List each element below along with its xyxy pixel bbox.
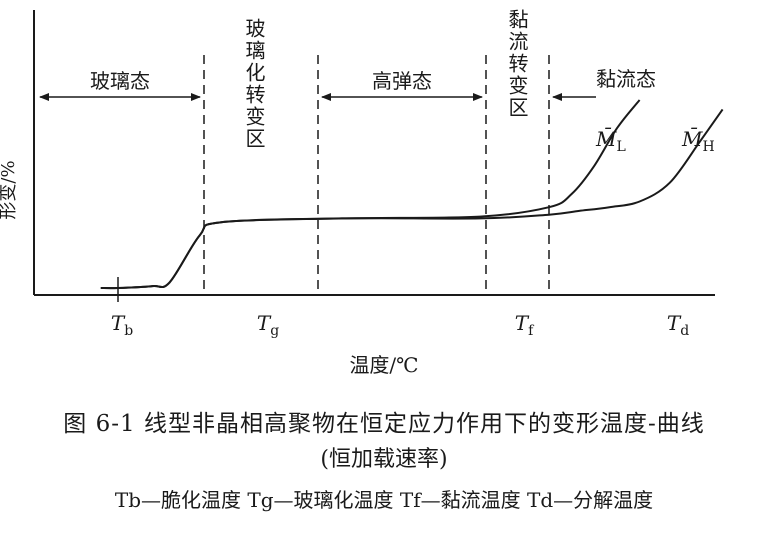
tick-label-tf: Tf (515, 311, 535, 339)
region-label-viscous-flow: 黏流态 (596, 67, 656, 91)
y-axis-label: 形变/% (0, 160, 19, 219)
tick-label-tb: Tb (111, 311, 133, 339)
figure-subcaption: (恒加载速率) (320, 447, 448, 472)
region-label-glass-transition: 玻璃化转变区 (242, 18, 266, 150)
series-label-high-mw: M̄H (681, 126, 715, 155)
region-annotations: 玻璃态 玻璃化转变区 高弹态 黏流转变区黏流态 (39, 9, 656, 150)
curve-low-mw (100, 99, 641, 290)
curve-high-mw (100, 108, 724, 290)
x-ticks: Tb Tg Tf Td (111, 277, 689, 339)
axis-labels: 温度/℃ 形变/% (0, 160, 419, 377)
region-label-viscous-transition: 黏流转变区 (505, 9, 529, 119)
region-label-high-elastic: 高弹态 (372, 69, 432, 93)
region-label-glassy: 玻璃态 (90, 69, 150, 93)
x-axis-label: 温度/℃ (349, 353, 418, 377)
series-label-low-mw: M̄L (595, 126, 626, 155)
tick-label-td: Td (667, 311, 689, 339)
region-dividers (203, 55, 550, 295)
temperature-legend: Tb—脆化温度 Tg—玻璃化温度 Tf—黏流温度 Td—分解温度 (114, 488, 654, 512)
figure-caption: 图 6-1 线型非晶相高聚物在恒定应力作用下的变形温度-曲线 (63, 411, 705, 437)
curves: M̄L M̄H (100, 99, 724, 290)
chart-axes (33, 10, 715, 296)
tick-label-tg: Tg (257, 311, 279, 339)
